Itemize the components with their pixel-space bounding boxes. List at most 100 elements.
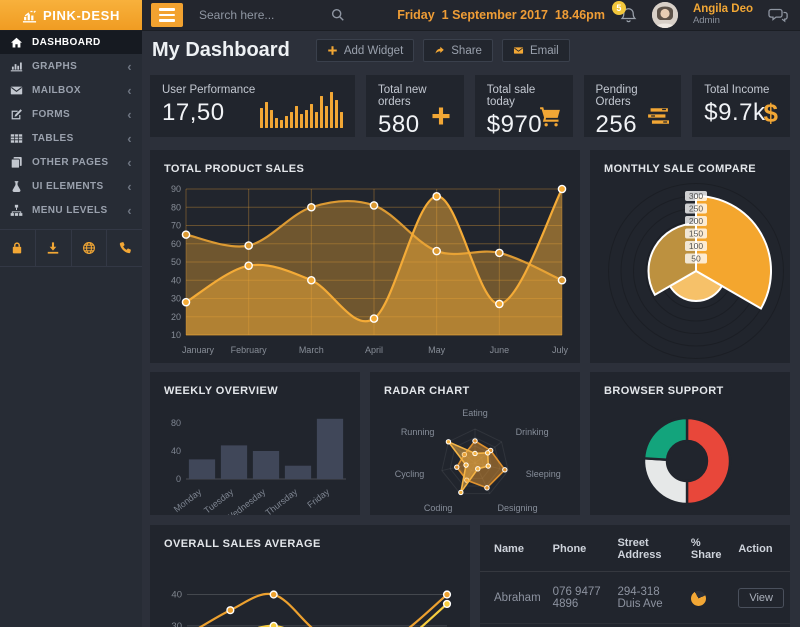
chevron-left-icon: ‹ [127, 82, 132, 98]
sidebar-item-menu-levels[interactable]: MENU LEVELS ‹ [0, 198, 142, 222]
chevron-left-icon: ‹ [127, 178, 132, 194]
dollar-icon: $ [763, 98, 778, 128]
stat-card-total-new-orders[interactable]: Total new orders 580 [366, 75, 464, 138]
notification-badge: 5 [611, 0, 626, 15]
svg-text:30: 30 [171, 621, 182, 627]
sidebar-item-ui-elements[interactable]: UI ELEMENTS ‹ [0, 174, 142, 198]
sidebar-item-label: MAILBOX [32, 84, 81, 96]
table-header-street-address: Street Address [611, 527, 685, 572]
panel-total-product-sales: TOTAL PRODUCT SALES 10 20 30 40 50 60 70 80 90 Ja… [150, 150, 580, 363]
stat-value: 256 [595, 111, 638, 138]
sidebar: DASHBOARD GRAPHS ‹ MAILBOX ‹ FORMS ‹ TABLES ‹ OTH… [0, 30, 142, 627]
pie-share-icon [690, 590, 706, 606]
stat-card-total-income[interactable]: Total Income $9.7k $ [692, 75, 790, 137]
svg-text:100: 100 [689, 241, 703, 251]
cell-share [684, 623, 733, 627]
menu-toggle-button[interactable] [151, 3, 183, 27]
stat-card-user-performance[interactable]: User Performance 17,50 [150, 75, 355, 137]
quick-action-globe[interactable] [72, 230, 108, 266]
svg-text:30: 30 [171, 294, 181, 304]
add-widget-button[interactable]: Add Widget [315, 39, 415, 62]
stat-value: $9.7k [704, 99, 766, 126]
chevron-left-icon: ‹ [127, 154, 132, 170]
sidebar-item-other-pages[interactable]: OTHER PAGES ‹ [0, 150, 142, 174]
svg-text:Sleeping: Sleeping [526, 469, 561, 479]
view-button[interactable]: View [738, 588, 784, 608]
table-header-name: Name [480, 527, 547, 572]
chevron-left-icon: ‹ [127, 58, 132, 74]
stat-value: 580 [378, 111, 420, 138]
search-input[interactable] [197, 7, 329, 23]
panel-monthly-sale-compare: MONTHLY SALE COMPARE 50 100 150 200 250 300 [590, 150, 790, 363]
quick-action-phone[interactable] [107, 230, 142, 266]
sidebar-quick-actions [0, 229, 142, 267]
panel-title: WEEKLY OVERVIEW [164, 385, 278, 397]
sidebar-item-tables[interactable]: TABLES ‹ [0, 126, 142, 150]
chevron-left-icon: ‹ [127, 130, 132, 146]
email-icon [513, 45, 524, 56]
svg-text:Coding: Coding [424, 503, 453, 513]
total-product-sales-chart[interactable]: 10 20 30 40 50 60 70 80 90 January February March Ap… [162, 181, 568, 361]
sidebar-item-dashboard[interactable]: DASHBOARD [0, 30, 142, 54]
tasks-icon [647, 105, 670, 127]
user-role: Admin [692, 15, 720, 27]
panel-title: TOTAL PRODUCT SALES [164, 163, 305, 175]
svg-text:Friday: Friday [305, 486, 331, 510]
radar-chart[interactable]: Eating Drinking Sleeping Designing Coding Cyc… [375, 403, 575, 517]
user-menu[interactable]: Angila Deo Admin [693, 3, 753, 27]
browser-support-chart[interactable] [590, 403, 790, 517]
flask-icon [10, 180, 23, 193]
svg-text:40: 40 [171, 590, 182, 601]
stat-label: Pending Orders [595, 84, 638, 108]
stat-label: Total Income [704, 84, 770, 96]
cell-name: Phelan [480, 623, 547, 627]
svg-text:200: 200 [689, 216, 703, 226]
sidebar-nav: DASHBOARD GRAPHS ‹ MAILBOX ‹ FORMS ‹ TABLES ‹ OTH… [0, 30, 142, 222]
email-button[interactable]: Email [501, 39, 570, 62]
stat-label: User Performance [162, 84, 256, 96]
lock-icon [13, 242, 22, 254]
quick-action-download[interactable] [36, 230, 72, 266]
table-row: Abraham 076 9477 4896 294-318 Duis Ave View [480, 571, 790, 624]
main-content: My Dashboard Add Widget Share Email User P… [142, 30, 800, 627]
action-label: Email [529, 44, 559, 57]
sidebar-item-label: TABLES [32, 132, 74, 144]
quick-action-lock[interactable] [0, 230, 36, 266]
globe-icon [82, 242, 95, 254]
search-button[interactable] [329, 6, 347, 24]
avatar[interactable] [651, 2, 678, 28]
sidebar-item-graphs[interactable]: GRAPHS ‹ [0, 54, 142, 78]
svg-text:40: 40 [171, 446, 181, 456]
share-button[interactable]: Share [423, 39, 493, 62]
pages-icon [10, 156, 23, 169]
home-icon [10, 36, 23, 49]
svg-text:250: 250 [689, 204, 703, 214]
table-header-phone: Phone [546, 527, 612, 572]
download-icon [47, 242, 59, 254]
plus-icon [327, 45, 338, 56]
svg-text:10: 10 [171, 330, 181, 340]
table-body: Abraham 076 9477 4896 294-318 Duis Ave View… [480, 571, 790, 627]
chevron-left-icon: ‹ [127, 202, 132, 218]
phone-icon [119, 242, 131, 254]
current-date: Friday 1 September 2017 18.46pm [397, 8, 605, 22]
share-icon [434, 45, 445, 56]
panel-title: OVERALL SALES AVERAGE [164, 538, 321, 550]
cell-address: 680-1097 Mi Rd. [611, 623, 685, 627]
sidebar-item-mailbox[interactable]: MAILBOX ‹ [0, 78, 142, 102]
sidebar-item-forms[interactable]: FORMS ‹ [0, 102, 142, 126]
monthly-sale-compare-chart[interactable]: 50 100 150 200 250 300 [590, 181, 790, 363]
messages-button[interactable] [768, 5, 788, 25]
table-header--share: % Share [684, 527, 733, 572]
svg-text:Monday: Monday [172, 486, 204, 514]
notifications-button[interactable]: 5 [611, 0, 637, 24]
sidebar-item-label: GRAPHS [32, 60, 78, 72]
stat-card-pending-orders[interactable]: Pending Orders 256 [583, 75, 682, 138]
stat-card-total-sale-today[interactable]: Total sale today $970 [474, 75, 573, 138]
graphs-icon [10, 60, 23, 73]
bar-chart-logo-icon [22, 9, 37, 22]
brand-logo[interactable]: PINK-DESH [0, 0, 142, 30]
